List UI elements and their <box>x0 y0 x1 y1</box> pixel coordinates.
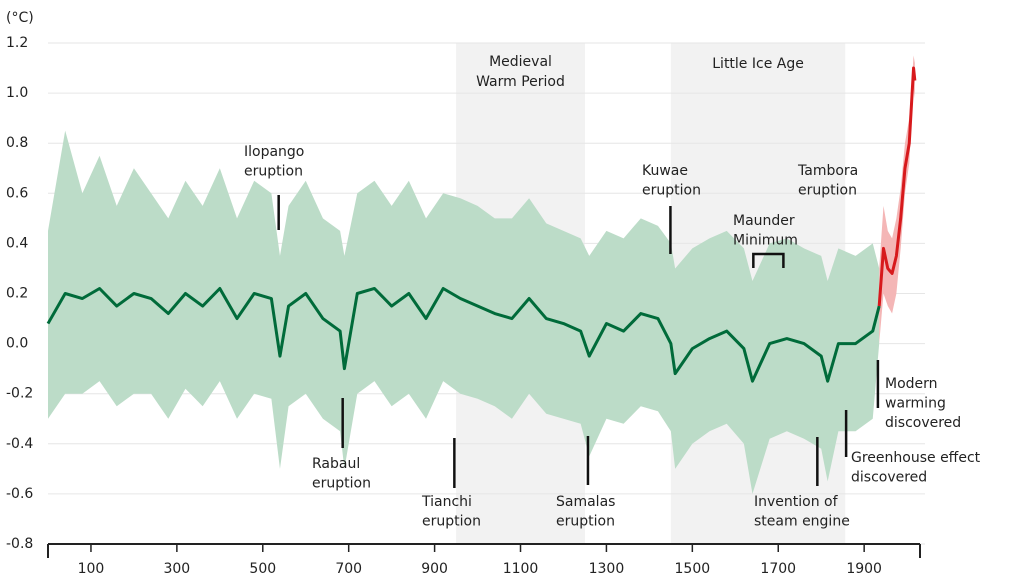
x-tick-label: 100 <box>78 561 105 577</box>
event-label: discovered <box>851 470 927 486</box>
temperature-line <box>46 286 881 383</box>
x-tick-label: 1500 <box>675 561 711 577</box>
y-tick-label: 0.6 <box>6 185 28 201</box>
y-tick-label: -0.4 <box>6 436 33 452</box>
period-label: Little Ice Age <box>712 56 804 72</box>
event-label: Invention of <box>754 494 839 510</box>
y-tick-label: 1.2 <box>6 35 28 51</box>
y-tick-label: -0.2 <box>6 386 33 402</box>
event-label: Ilopango <box>244 144 304 160</box>
unit-label: (°C) <box>6 10 34 26</box>
x-tick-label: 500 <box>249 561 276 577</box>
event-label: Greenhouse effect <box>851 450 981 466</box>
event-label: Maunder <box>733 213 795 229</box>
period-label: Medieval <box>489 54 552 70</box>
y-tick-label: -0.8 <box>6 536 33 552</box>
event-label: eruption <box>642 183 701 199</box>
uncertainty-band <box>879 55 915 344</box>
x-tick-label: 900 <box>421 561 448 577</box>
x-tick-label: 1700 <box>760 561 796 577</box>
y-tick-label: 0.8 <box>6 135 28 151</box>
temperature-line <box>877 66 917 307</box>
x-tick-label: 1300 <box>589 561 625 577</box>
event-label: eruption <box>556 514 615 530</box>
y-tick-label: -0.6 <box>6 486 33 502</box>
event-label: discovered <box>885 415 961 431</box>
x-tick-label: 1100 <box>503 561 539 577</box>
y-tick-label: 1.0 <box>6 85 28 101</box>
event-bracket <box>752 252 785 268</box>
event-label: Samalas <box>556 494 615 510</box>
y-tick-label: 0.4 <box>6 235 28 251</box>
event-label: eruption <box>422 514 481 530</box>
y-tick-label: 0.0 <box>6 336 28 352</box>
event-label: warming <box>885 396 946 412</box>
event-label: Tianchi <box>421 494 472 510</box>
event-label: Kuwae <box>642 163 688 179</box>
event-label: Minimum <box>733 233 798 249</box>
event-label: eruption <box>312 476 371 492</box>
event-label: Rabaul <box>312 456 360 472</box>
event-label: steam engine <box>754 514 850 530</box>
period-label: Warm Period <box>476 74 565 90</box>
event-label: Tambora <box>797 163 858 179</box>
x-tick-label: 700 <box>335 561 362 577</box>
x-tick-label: 1900 <box>846 561 882 577</box>
uncertainty-band <box>48 130 880 494</box>
x-tick-label: 300 <box>163 561 190 577</box>
event-label: eruption <box>798 183 857 199</box>
y-tick-label: 0.2 <box>6 286 28 302</box>
event-label: eruption <box>244 164 303 180</box>
event-label: Modern <box>885 376 938 392</box>
